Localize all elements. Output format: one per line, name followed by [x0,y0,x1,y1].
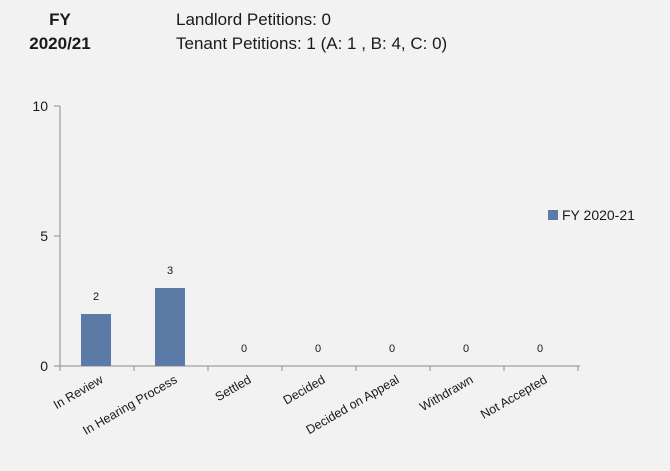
category-label: Withdrawn [417,372,475,414]
tenant-petitions-text: Tenant Petitions: 1 (A: 1 , B: 4, C: 0) [176,34,448,53]
legend-label: FY 2020-21 [562,207,635,223]
data-label: 0 [537,343,543,355]
category-label: Decided [281,372,328,407]
fiscal-year-line1: FY [49,10,71,29]
category-label: Settled [213,372,254,404]
legend-swatch [548,210,558,220]
data-label: 0 [389,343,395,355]
petition-summary: Landlord Petitions: 0 Tenant Petitions: … [176,8,447,56]
y-tick-label: 5 [40,228,48,244]
category-label: In Review [51,372,106,412]
fiscal-year-line2: 2020/21 [29,34,91,53]
y-tick-label: 0 [40,358,48,374]
data-label: 0 [241,343,247,355]
landlord-petitions-text: Landlord Petitions: 0 [176,10,331,29]
bar [81,314,111,366]
bar [155,288,185,366]
data-label: 3 [167,265,173,277]
data-label: 0 [315,343,321,355]
category-label: Not Accepted [478,372,549,421]
data-label: 0 [463,343,469,355]
y-tick-label: 10 [32,98,48,114]
fiscal-year-label: FY 2020/21 [0,8,120,56]
data-label: 2 [93,291,99,303]
